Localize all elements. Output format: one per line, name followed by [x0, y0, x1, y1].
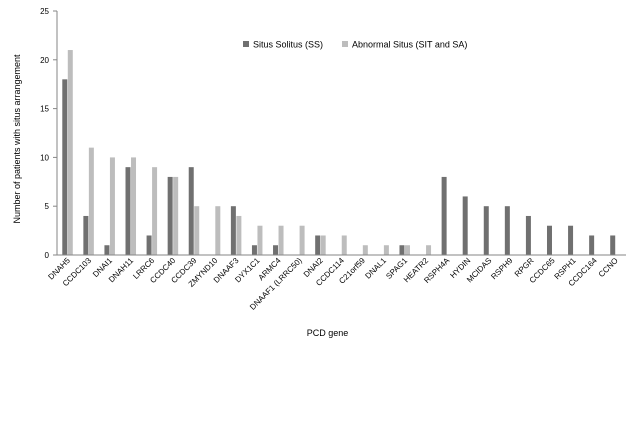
bar-ss-spag1	[399, 245, 405, 255]
bar-ss-ccdc164	[589, 235, 595, 255]
bar-abnormal-dnaaf3	[236, 215, 242, 255]
x-tick-label: DNAL1	[363, 256, 388, 281]
bar-ss-mcidas	[483, 206, 489, 255]
legend-swatch-abnormal-situs	[342, 41, 348, 47]
bar-ss-dnah11	[125, 167, 131, 255]
bar-abnormal-c21orf59	[362, 245, 368, 255]
bar-abnormal-ccdc114	[341, 235, 347, 255]
bar-abnormal-dnah5	[67, 50, 73, 255]
bar-ss-rpgr	[525, 215, 531, 255]
x-axis-title: PCD gene	[307, 328, 349, 338]
y-tick-label: 10	[40, 153, 49, 162]
bar-abnormal-dnai2	[320, 235, 326, 255]
y-tick-label: 15	[40, 105, 49, 114]
legend-label-abnormal-situs: Abnormal Situs (SIT and SA)	[352, 40, 467, 50]
bar-ss-hydin	[462, 196, 468, 255]
bar-abnormal-ccdc103	[88, 147, 94, 255]
bar-abnormal-spag1	[404, 245, 410, 255]
bar-abnormal-lrrc6	[152, 167, 158, 255]
bar-ss-lrrc6	[146, 235, 152, 255]
bar-ss-dnai1	[104, 245, 110, 255]
bar-abnormal-heatr2	[426, 245, 432, 255]
x-tick-label: CCNO	[597, 256, 620, 279]
bar-abnormal-ccdc40	[173, 176, 179, 255]
bars-group	[62, 50, 616, 255]
bar-ss-rsph9	[504, 206, 510, 255]
y-tick-label: 25	[40, 7, 49, 16]
bar-ss-ccdc103	[83, 215, 89, 255]
y-tick-label: 0	[45, 251, 50, 260]
bar-ss-dnaaf3	[230, 206, 236, 255]
bar-abnormal-zmynd10	[215, 206, 221, 255]
y-tick-label: 5	[45, 202, 50, 211]
legend-label-situs-solitus: Situs Solitus (SS)	[253, 40, 323, 50]
bar-abnormal-dnal1	[383, 245, 389, 255]
y-tick-labels: 0 5 10 15 20 25	[40, 7, 57, 260]
bar-abnormal-dnai1	[109, 157, 115, 255]
bar-ss-ccdc65	[546, 225, 552, 255]
x-tick-label: RSPH9	[489, 256, 515, 282]
bar-ss-dyx1c1	[251, 245, 257, 255]
bar-abnormal-dnah11	[131, 157, 137, 255]
bar-ss-rsph4a	[441, 176, 447, 255]
bar-ss-armc4	[273, 245, 279, 255]
y-axis-title: Number of patients with situs arrangemen…	[12, 54, 22, 224]
legend: Situs Solitus (SS) Abnormal Situs (SIT a…	[243, 40, 467, 50]
bar-abnormal-dnaaf1-lrrc50-	[299, 225, 305, 255]
x-tick-labels: DNAH5CCDC103DNAI1DNAH11LRRC6CCDC40CCDC39…	[46, 256, 619, 312]
bar-ss-dnai2	[315, 235, 321, 255]
bar-ss-ccdc40	[167, 176, 173, 255]
bar-abnormal-armc4	[278, 225, 284, 255]
bar-ss-ccno	[610, 235, 616, 255]
y-tick-label: 20	[40, 56, 49, 65]
bar-abnormal-dyx1c1	[257, 225, 263, 255]
axes-group	[56, 11, 626, 256]
bar-abnormal-ccdc39	[194, 206, 200, 255]
bar-ss-ccdc39	[188, 167, 194, 255]
bar-ss-dnah5	[62, 79, 68, 255]
legend-swatch-situs-solitus	[243, 41, 249, 47]
bar-ss-rsph1	[568, 225, 574, 255]
